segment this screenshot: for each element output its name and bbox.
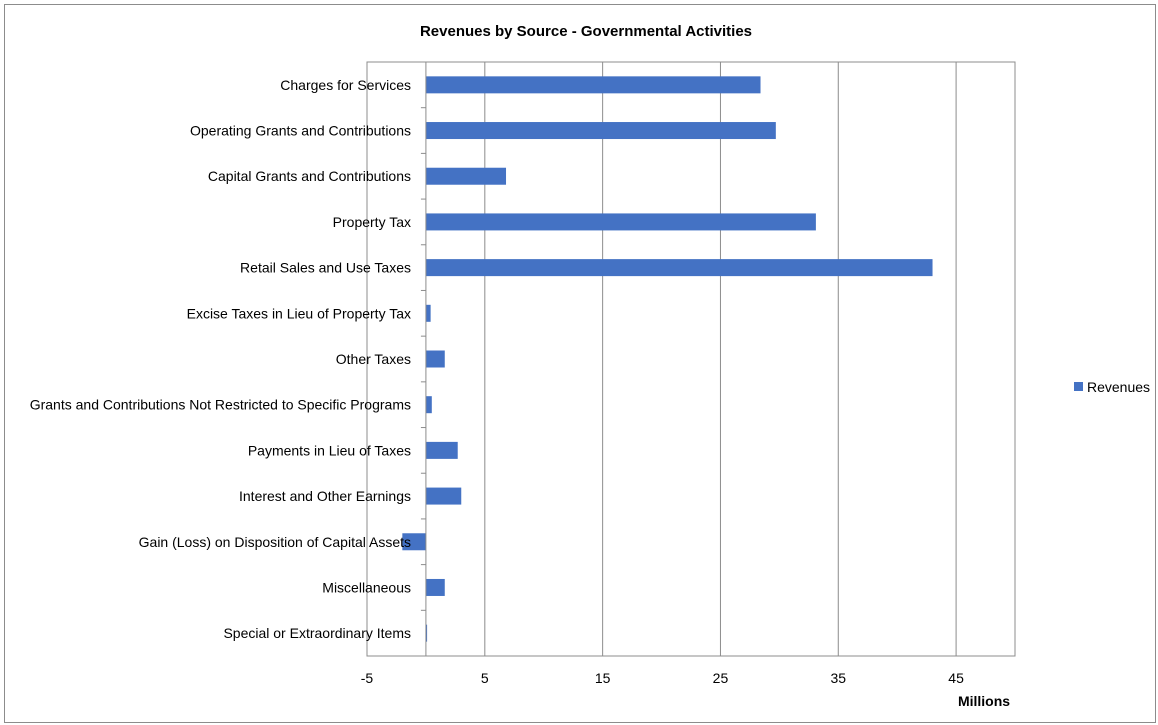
plot-area — [366, 61, 1016, 657]
legend-label: Revenues — [1087, 379, 1150, 395]
bar-5[interactable] — [425, 304, 431, 322]
category-label-4: Retail Sales and Use Taxes — [240, 260, 411, 276]
bar-4[interactable] — [425, 259, 933, 277]
x-tick-label-2: 15 — [595, 670, 611, 686]
axes — [420, 61, 427, 657]
chart-frame: Revenues by Source - Governmental Activi… — [4, 4, 1156, 723]
x-tick-label-0: -5 — [361, 670, 374, 686]
category-label-7: Grants and Contributions Not Restricted … — [30, 397, 411, 413]
category-label-0: Charges for Services — [280, 77, 411, 93]
bars — [402, 76, 933, 642]
bar-0[interactable] — [425, 76, 761, 94]
bar-6[interactable] — [425, 350, 445, 368]
category-label-8: Payments in Lieu of Taxes — [248, 442, 411, 458]
x-tick-label-5: 45 — [948, 670, 964, 686]
bar-10[interactable] — [402, 533, 426, 551]
bar-chart: Revenues by Source - Governmental Activi… — [30, 23, 1150, 709]
bar-11[interactable] — [425, 578, 445, 596]
legend[interactable]: Revenues — [1074, 379, 1150, 395]
category-label-10: Gain (Loss) on Disposition of Capital As… — [139, 534, 411, 550]
legend-swatch — [1074, 382, 1083, 391]
x-tick-labels: -5 5 15 25 35 45 — [361, 670, 964, 686]
category-label-3: Property Tax — [333, 214, 411, 230]
category-label-6: Other Taxes — [336, 351, 411, 367]
category-labels: Charges for Services Operating Grants and… — [30, 77, 411, 641]
bar-7[interactable] — [425, 396, 432, 414]
gridlines — [484, 62, 957, 656]
category-label-1: Operating Grants and Contributions — [190, 123, 411, 139]
bar-12[interactable] — [425, 624, 428, 642]
category-label-2: Capital Grants and Contributions — [208, 168, 411, 184]
x-tick-label-1: 5 — [481, 670, 489, 686]
chart-title: Revenues by Source - Governmental Activi… — [420, 23, 752, 40]
category-label-5: Excise Taxes in Lieu of Property Tax — [187, 305, 411, 321]
bar-9[interactable] — [425, 487, 462, 505]
x-tick-label-4: 35 — [830, 670, 846, 686]
category-label-11: Miscellaneous — [322, 579, 411, 595]
bar-3[interactable] — [425, 213, 816, 231]
category-label-12: Special or Extraordinary Items — [223, 625, 411, 641]
category-label-9: Interest and Other Earnings — [239, 488, 411, 504]
bar-1[interactable] — [425, 122, 776, 140]
bar-8[interactable] — [425, 441, 458, 459]
x-tick-label-3: 25 — [713, 670, 729, 686]
bar-2[interactable] — [425, 167, 507, 185]
axis-unit-label: Millions — [958, 693, 1010, 709]
